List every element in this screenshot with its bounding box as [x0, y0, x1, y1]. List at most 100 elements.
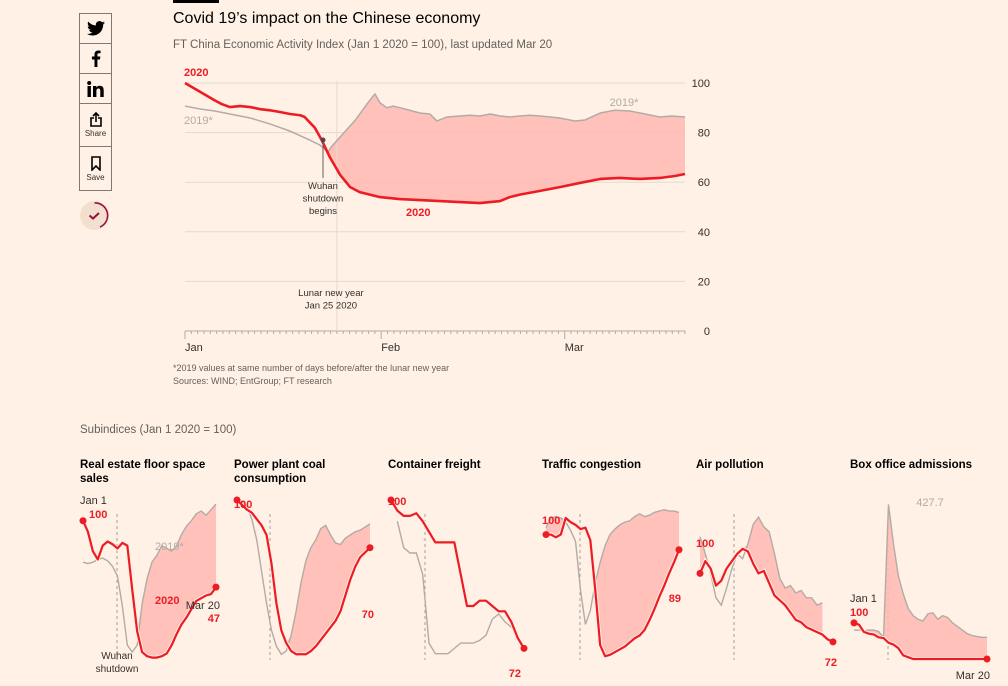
start-dot	[850, 619, 858, 627]
end-dot	[829, 638, 837, 646]
lunar-new-year-text: Lunar new year	[298, 288, 363, 299]
line-2019	[82, 503, 217, 654]
line-2019	[545, 508, 680, 625]
footnote: *2019 values at same number of days befo…	[173, 363, 450, 373]
reading-progress-indicator[interactable]	[80, 201, 109, 230]
end-dot	[675, 546, 683, 554]
end-date-label: Mar 20	[186, 600, 220, 612]
label-2019: 2019*	[155, 541, 184, 553]
label-2020-start: 2020	[184, 67, 208, 79]
line-2020	[236, 499, 371, 656]
bookmark-icon	[90, 155, 101, 171]
end-dot	[983, 655, 991, 663]
y-tick-label: 40	[698, 227, 710, 239]
panel-title-container-freight: Container freight	[388, 459, 481, 471]
start-date-label: Jan 1	[850, 593, 877, 605]
check-icon	[88, 212, 100, 220]
y-tick-label: 100	[692, 78, 710, 90]
gap-area	[326, 94, 685, 204]
x-tick-label: Mar	[565, 342, 584, 354]
line-2020-halo	[389, 498, 526, 650]
start-value-label: 100	[234, 499, 252, 511]
save-button[interactable]: Save	[80, 147, 111, 190]
line-2019	[854, 504, 987, 640]
chart-subtitle: FT China Economic Activity Index (Jan 1 …	[173, 39, 553, 51]
start-dot	[79, 517, 87, 525]
end-dot	[520, 644, 528, 652]
start-value-label: 100	[696, 538, 714, 550]
line-2020	[184, 81, 686, 205]
share-toolbar: Share Save	[79, 13, 112, 191]
wuhan-label: Wuhan	[101, 651, 133, 662]
start-value-label: 100	[388, 496, 406, 508]
start-value-label: 100	[89, 509, 107, 521]
line-2020	[390, 499, 525, 649]
end-value-label: 47	[208, 613, 220, 625]
start-dot	[233, 496, 241, 504]
title-rule	[173, 0, 219, 3]
y-tick-label: 20	[698, 276, 710, 288]
label-2020: 2020	[155, 595, 179, 607]
panel-title-box-office: Box office admissions	[850, 459, 973, 471]
linkedin-share-button[interactable]	[80, 74, 111, 104]
subindex-panel: 100 72	[696, 514, 837, 669]
subindex-panel: 100 72	[387, 496, 528, 680]
gap-area	[546, 509, 679, 657]
end-value-label: 70	[362, 609, 374, 621]
subindices-heading: Subindices (Jan 1 2020 = 100)	[80, 424, 237, 436]
start-value-label: 100	[542, 515, 560, 527]
share-icon	[89, 112, 102, 127]
label-2019-end: 2019*	[610, 97, 639, 109]
start-dot	[696, 569, 704, 577]
line-2020	[698, 547, 834, 643]
panel-title-power-coal: Power plant coal consumption	[234, 459, 326, 485]
x-tick-label: Feb	[381, 342, 400, 354]
linkedin-icon	[87, 80, 104, 97]
line-2019	[699, 515, 823, 607]
end-date-label: Mar 20	[956, 670, 990, 682]
line-2019	[236, 499, 371, 656]
end-dot	[212, 583, 220, 591]
share-label: Share	[84, 129, 107, 138]
line-2019	[184, 93, 686, 153]
line-2020	[853, 621, 987, 661]
gap-area	[700, 517, 823, 635]
subindex-panel: 100 70	[233, 496, 374, 660]
end-dot	[366, 544, 374, 552]
y-tick-label: 60	[698, 177, 710, 189]
peak-value-label: 427.7	[916, 497, 944, 509]
line-2020	[546, 516, 681, 658]
twitter-share-button[interactable]	[80, 14, 111, 44]
panel-title-traffic: Traffic congestion	[542, 459, 642, 471]
facebook-icon	[91, 50, 101, 67]
x-tick-label: Jan	[185, 342, 203, 354]
end-value-label: 89	[669, 593, 681, 605]
facebook-share-button[interactable]	[80, 44, 111, 74]
y-tick-label: 80	[698, 128, 710, 140]
wuhan-annotation-text: shutdown	[303, 194, 344, 205]
start-dot	[542, 531, 550, 539]
line-2020	[81, 520, 217, 659]
subindex-panel: 100 89	[542, 508, 683, 660]
wuhan-annotation-dot	[320, 137, 326, 143]
panel-title-real-estate: Real estate floor space sales	[80, 459, 206, 485]
wuhan-label: shutdown	[96, 664, 139, 675]
label-2019-start: 2019*	[184, 115, 213, 127]
gap-area	[397, 510, 518, 638]
panel-title-air-pollution: Air pollution	[696, 459, 764, 471]
chart-title: Covid 19’s impact on the Chinese economy	[173, 10, 481, 27]
line-2019	[396, 521, 519, 655]
start-dot	[387, 496, 395, 504]
end-value-label: 72	[825, 657, 837, 669]
subindex-panel: 427.7 Jan 1 100 Mar 20	[850, 497, 991, 682]
twitter-icon	[86, 21, 105, 36]
label-2020-mid: 2020	[406, 207, 430, 219]
share-button[interactable]: Share	[80, 104, 111, 147]
lunar-new-year-text: Jan 25 2020	[305, 301, 357, 312]
end-value-label: 72	[509, 668, 521, 680]
wuhan-annotation-text: begins	[309, 206, 337, 217]
sources: Sources: WIND; EntGroup; FT research	[173, 376, 332, 386]
gap-area	[83, 504, 216, 658]
